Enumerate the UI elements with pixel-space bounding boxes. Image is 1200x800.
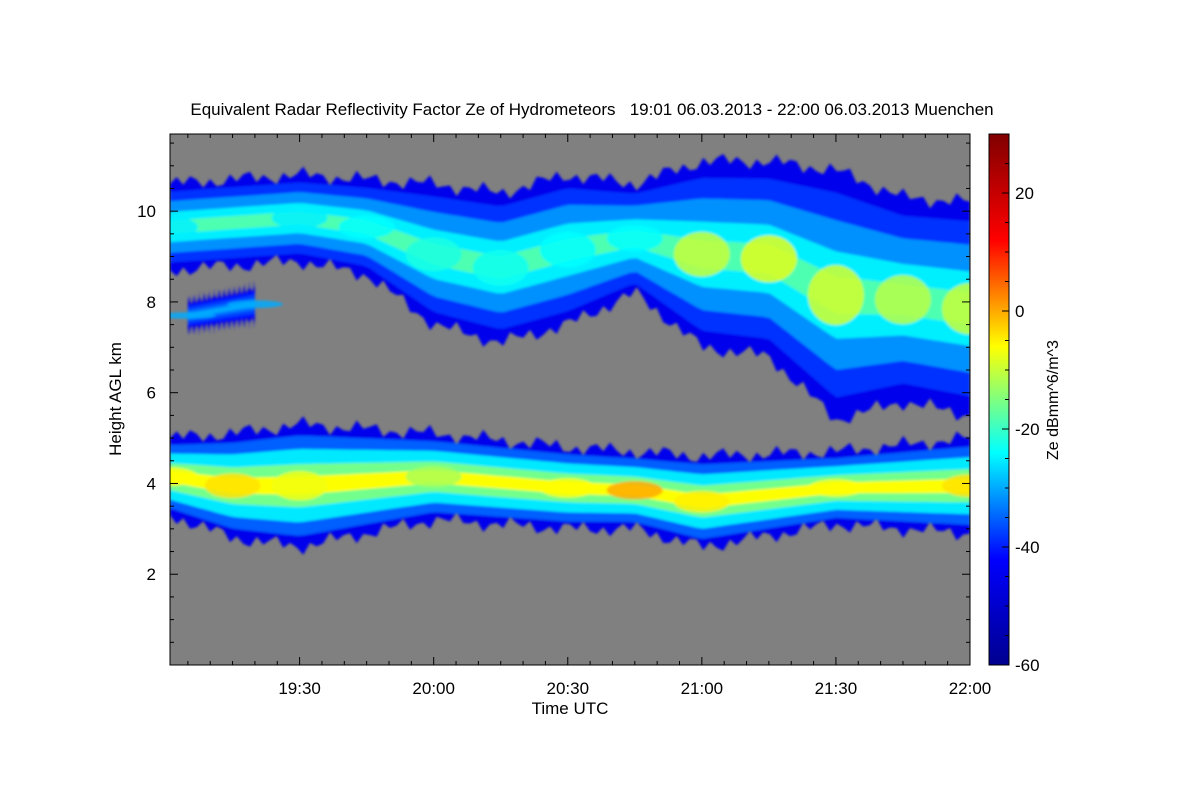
reflectivity-core	[271, 471, 328, 501]
reflectivity-core	[472, 249, 529, 286]
x-tick-label: 20:30	[546, 679, 589, 698]
x-tick-label: 22:00	[949, 679, 992, 698]
layer-patch	[170, 280, 283, 337]
reflectivity-core	[606, 225, 663, 252]
reflectivity-core	[271, 207, 328, 229]
colorbar-axis: -60 -40 -20 0 20	[1002, 163, 1040, 675]
y-tick-label: 6	[147, 384, 156, 403]
x-axis-label: Time UTC	[532, 699, 609, 718]
reflectivity-core	[170, 216, 198, 238]
reflectivity-core	[405, 466, 462, 488]
y-tick-label: 4	[147, 474, 156, 493]
reflectivity-core	[673, 231, 730, 277]
y-tick-label: 8	[147, 293, 156, 312]
colorbar-tick-label: 0	[1015, 302, 1024, 321]
x-tick-label: 21:00	[681, 679, 724, 698]
y-tick-label: 2	[147, 565, 156, 584]
plot-frame	[169, 133, 971, 666]
layer-upper	[170, 153, 970, 424]
x-tick-label: 21:30	[815, 679, 858, 698]
reflectivity-core	[874, 275, 931, 325]
reflectivity-core	[170, 312, 216, 319]
colorbar-tick-label: -20	[1015, 420, 1040, 439]
reflectivity-core	[539, 231, 596, 268]
reflectivity-core	[539, 478, 596, 498]
reflectivity-core	[942, 474, 970, 498]
reflectivity-core	[673, 490, 730, 513]
reflectivity-core	[807, 265, 864, 326]
reflectivity-core	[338, 215, 395, 239]
x-tick-label: 20:00	[412, 679, 455, 698]
reflectivity-core	[204, 473, 261, 499]
y-axis-label: Height AGL km	[106, 342, 125, 456]
reflectivity-core	[807, 479, 864, 497]
reflectivity-core	[606, 481, 663, 500]
layer-lower	[170, 416, 970, 555]
x-tick-label: 19:30	[278, 679, 321, 698]
reflectivity-core	[405, 237, 462, 272]
reflectivity-core	[226, 300, 283, 309]
colorbar-tick-label: -60	[1015, 656, 1040, 675]
chart-title: Equivalent Radar Reflectivity Factor Ze …	[190, 100, 993, 119]
x-axis: 19:30 20:00 20:30 21:00 21:30 22:00	[187, 134, 992, 698]
reflectivity-core	[740, 235, 797, 283]
y-tick-label: 10	[137, 202, 156, 221]
colorbar-tick-label: 20	[1015, 184, 1034, 203]
y-axis: 2 4 6 8 10	[137, 142, 970, 643]
reflectivity-field	[170, 153, 970, 555]
reflectivity-core	[942, 283, 970, 335]
reflectivity-core	[170, 467, 198, 486]
colorbar-tick-label: -40	[1015, 538, 1040, 557]
colorbar-label: Ze dBmm^6/m^3	[1045, 340, 1062, 460]
